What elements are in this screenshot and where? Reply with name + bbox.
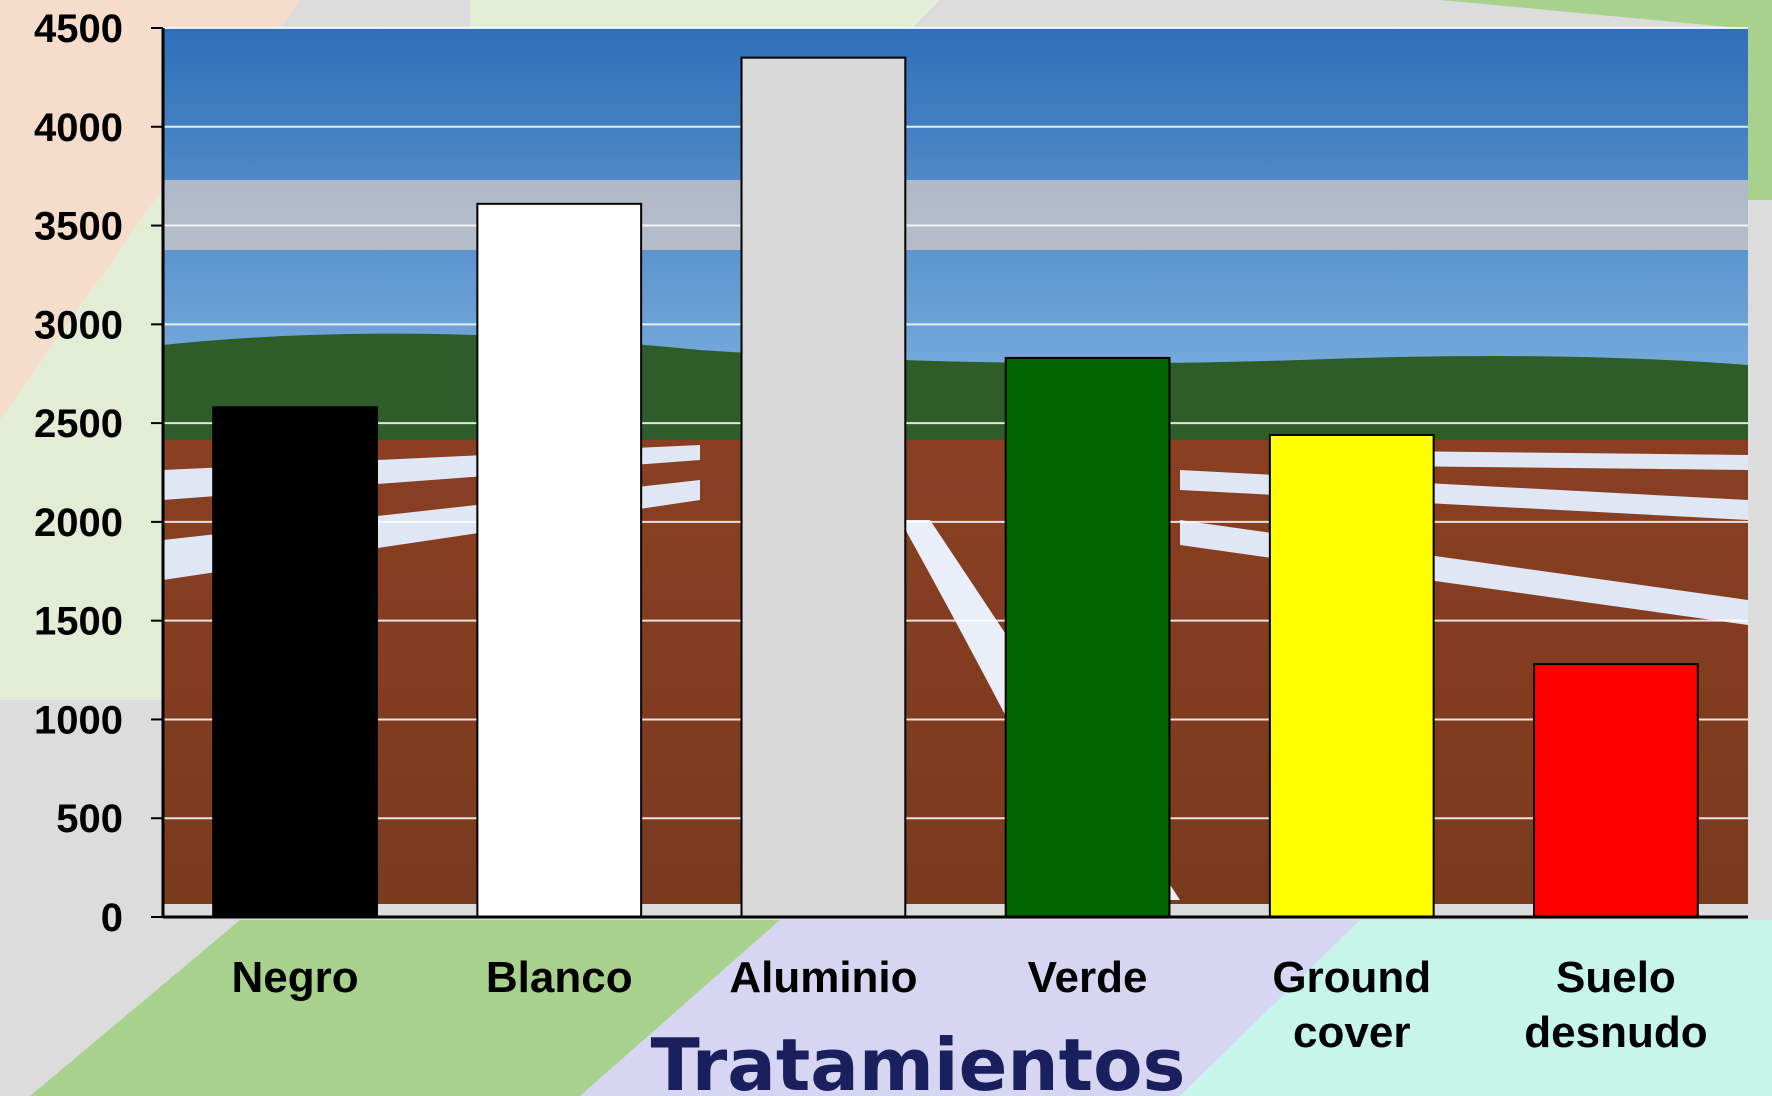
bar [1533,663,1699,919]
x-tick-label: Negro [232,953,359,1002]
y-tick-label: 500 [56,797,123,841]
x-tick-label: Ground cover [1272,953,1431,1057]
x-tick-label: Suelo desnudo [1524,953,1707,1057]
y-tick-label: 4000 [34,106,123,150]
bar [1004,356,1171,918]
y-tick-label: 1000 [34,698,123,742]
bars [212,56,1699,919]
y-tick-labels: 0 500 1000 1500 2000 2500 3000 3500 4000 4500 [34,7,123,940]
field-photo-background [163,28,1748,904]
bar [476,202,643,918]
bar [740,56,907,918]
x-tick-label: Aluminio [729,953,917,1002]
y-tick-label: 2500 [34,402,123,446]
y-tick-label: 0 [101,896,123,940]
bar [212,406,378,918]
x-category-labels: Negro Blanco Aluminio Verde Ground cover Suelo… [232,953,1708,1057]
y-tick-label: 1500 [34,600,123,644]
grid-lines [163,27,1748,820]
x-tick-label: Blanco [486,953,633,1002]
y-tick-label: 4500 [34,7,123,51]
y-tick-label: 3000 [34,303,123,347]
x-tick-label: Verde [1028,953,1148,1002]
y-tick-label: 3500 [34,205,123,249]
bar [1268,433,1435,918]
y-tick-label: 2000 [34,501,123,545]
axes [151,27,1748,919]
x-axis-title: Tratamientos [651,1023,1186,1096]
